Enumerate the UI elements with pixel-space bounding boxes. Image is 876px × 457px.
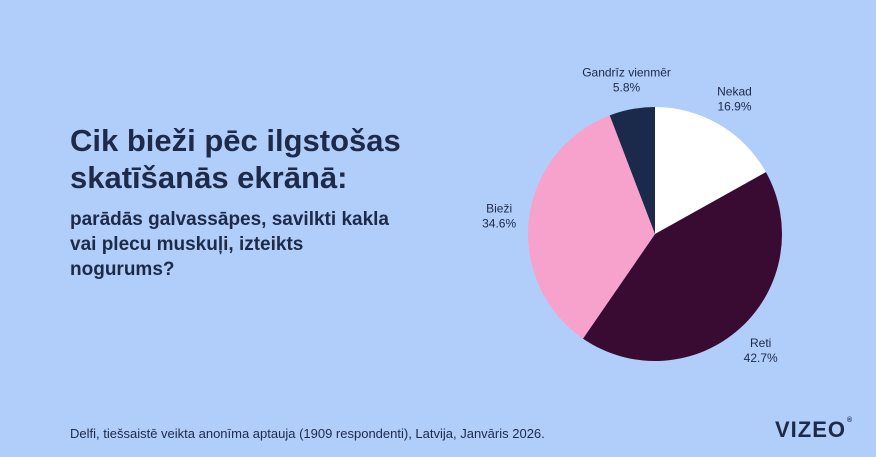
slice-label-0: Nekad 16.9% [717,85,752,114]
slice-labels: Nekad 16.9% Reti 42.7% Bieži 34.6% Gandrīz vie… [482,66,778,366]
slice-label-2: Bieži 34.6% [482,201,516,230]
pie-slice-reti [582,172,783,362]
pie-slice-nekad [655,107,766,234]
chart-title: Cik bieži pēc ilgstošas skatīšanās ekrān… [70,123,401,195]
source-note: Delfi, tiešsaistē veikta anonīma aptauja… [70,426,545,441]
slice-label-3: Gandrīz vienmēr 5.8% [582,66,671,95]
registered-mark: ® [847,417,854,424]
vizeo-logo: VIZEO® [775,417,853,443]
pie-slice-gandrīz-vienmēr [609,107,655,234]
pie-slices [527,107,783,362]
logo-text: VIZEO [775,417,847,442]
slice-label-1: Reti 42.7% [744,336,778,365]
pie-slice-bieži [527,115,655,339]
chart-subtitle: parādās galvassāpes, savilkti kakla vai … [70,209,389,280]
